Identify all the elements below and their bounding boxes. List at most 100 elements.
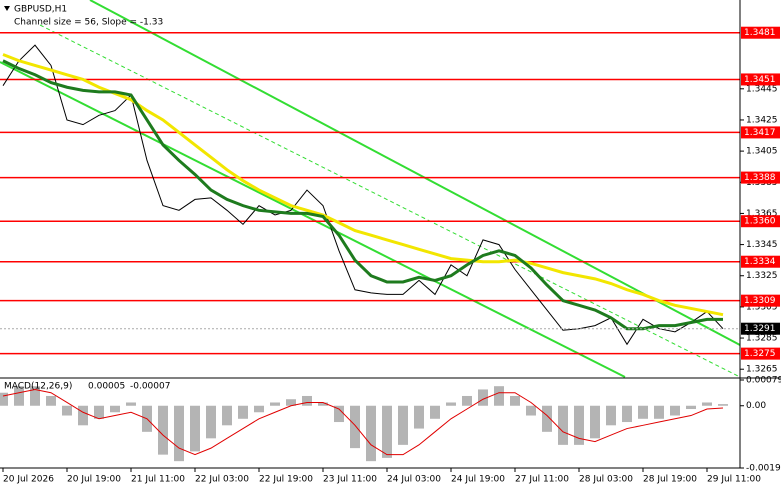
y-tick-label: 1.3305	[746, 302, 778, 312]
macd-bar	[190, 405, 200, 452]
macd-bar	[606, 405, 616, 426]
y-tick-label: 1.3325	[746, 271, 778, 281]
x-tick-label: 23 Jul 11:00	[323, 475, 377, 485]
line-series	[2, 59, 723, 331]
level-label: 1.3275	[744, 349, 776, 359]
level-label: 1.3334	[744, 257, 776, 267]
macd-bar	[302, 395, 312, 406]
y-tick-label: 0.00079	[746, 376, 781, 386]
y-tick-label: 1.3345	[746, 240, 778, 250]
level-label-box	[741, 347, 780, 360]
macd-bar	[510, 395, 520, 406]
level-label-box	[741, 126, 780, 139]
x-tick-label: 29 Jul 11:00	[707, 475, 761, 485]
macd-bar	[654, 405, 664, 419]
level-label: 1.3451	[744, 75, 776, 85]
level-label-box	[741, 294, 780, 307]
chart-title: GBPUSD,H1	[14, 5, 67, 15]
macd-bar	[590, 405, 600, 439]
channel	[0, 0, 741, 378]
line-series	[2, 53, 724, 317]
y-tick-label: 1.3365	[746, 209, 778, 219]
macd-bar	[398, 405, 408, 445]
level-label: 1.3417	[744, 128, 776, 138]
macd-bar	[334, 405, 344, 423]
y-tick-label: -0.00191	[746, 464, 781, 474]
macd-bar	[254, 405, 264, 413]
line-series	[2, 388, 724, 456]
x-tick-label: 28 Jul 19:00	[643, 475, 697, 485]
macd-bar	[126, 402, 136, 406]
level-label-box	[741, 255, 780, 268]
macd-bar	[638, 405, 648, 419]
y-tick-label: 1.3445	[746, 84, 778, 94]
level-label: 1.3481	[744, 28, 776, 38]
macd-bar	[382, 405, 392, 458]
macd-bar	[350, 405, 360, 449]
macd-bar	[238, 405, 248, 419]
x-tick-label: 22 Jul 19:00	[259, 475, 313, 485]
macd-title: MACD(12,26,9)	[4, 382, 72, 392]
plot-area	[0, 31, 740, 462]
macd-bar	[366, 405, 376, 462]
level-label-box	[741, 171, 780, 184]
y-tick-label: 1.3285	[746, 334, 778, 344]
level-label-box	[741, 215, 780, 228]
current-price-label: 1.3291	[744, 324, 776, 334]
channel-lower	[0, 61, 626, 378]
x-tick-label: 24 Jul 19:00	[451, 475, 505, 485]
y-tick-label: 1.3425	[746, 115, 778, 125]
macd-bar	[174, 405, 184, 462]
macd-bar	[94, 405, 104, 419]
macd-bar	[702, 402, 712, 406]
macd-bar	[286, 399, 296, 406]
annotation: Channel size = 56, Slope = -1.33	[14, 18, 163, 28]
macd-bar	[670, 405, 680, 416]
x-tick-label: 24 Jul 03:00	[387, 475, 441, 485]
x-tick-label: 20 Jul 19:00	[67, 475, 121, 485]
line-series	[2, 44, 724, 346]
macd-bar	[622, 405, 632, 423]
macd-bar	[270, 402, 280, 406]
macd-bar	[558, 405, 568, 445]
macd-bar	[62, 405, 72, 416]
macd-bar	[574, 405, 584, 445]
macd-bar	[462, 395, 472, 406]
macd-signal-value: -0.00007	[130, 382, 170, 392]
macd-bar	[446, 402, 456, 406]
macd-bar	[718, 404, 728, 406]
macd-bar	[14, 386, 24, 406]
current-price-box	[741, 322, 780, 335]
macd-bar	[158, 405, 168, 455]
x-tick-label: 21 Jul 11:00	[131, 475, 185, 485]
y-tick-label: 1.3265	[746, 365, 778, 375]
level-label: 1.3388	[744, 173, 776, 183]
macd-bar	[494, 386, 504, 406]
macd-bar	[526, 405, 536, 416]
macd-bar	[686, 405, 696, 410]
macd-value: 0.00005	[88, 382, 125, 392]
macd-bar	[222, 405, 232, 426]
macd-bar	[414, 405, 424, 429]
macd-bar	[478, 389, 488, 406]
macd-bar	[30, 386, 40, 406]
level-label: 1.3309	[744, 296, 776, 306]
channel-upper	[89, 0, 741, 346]
x-tick-label: 22 Jul 03:00	[195, 475, 249, 485]
x-tick-label: 20 Jul 2026	[3, 475, 54, 485]
level-label-box	[741, 73, 780, 86]
macd-bar	[318, 402, 328, 406]
x-tick-label: 28 Jul 03:00	[579, 475, 633, 485]
macd-bar	[206, 405, 216, 439]
menu-icon[interactable]	[4, 6, 10, 11]
macd-bar	[110, 405, 120, 413]
y-tick-label: 0.00	[746, 401, 766, 411]
macd-bar	[0, 392, 8, 406]
x-tick-label: 27 Jul 11:00	[515, 475, 569, 485]
level-label-box	[741, 26, 780, 39]
level-label: 1.3360	[744, 217, 776, 227]
y-tick-label: 1.3405	[746, 147, 778, 157]
macd-bar	[542, 405, 552, 432]
macd-bar	[430, 405, 440, 419]
channel-middle	[39, 24, 741, 378]
